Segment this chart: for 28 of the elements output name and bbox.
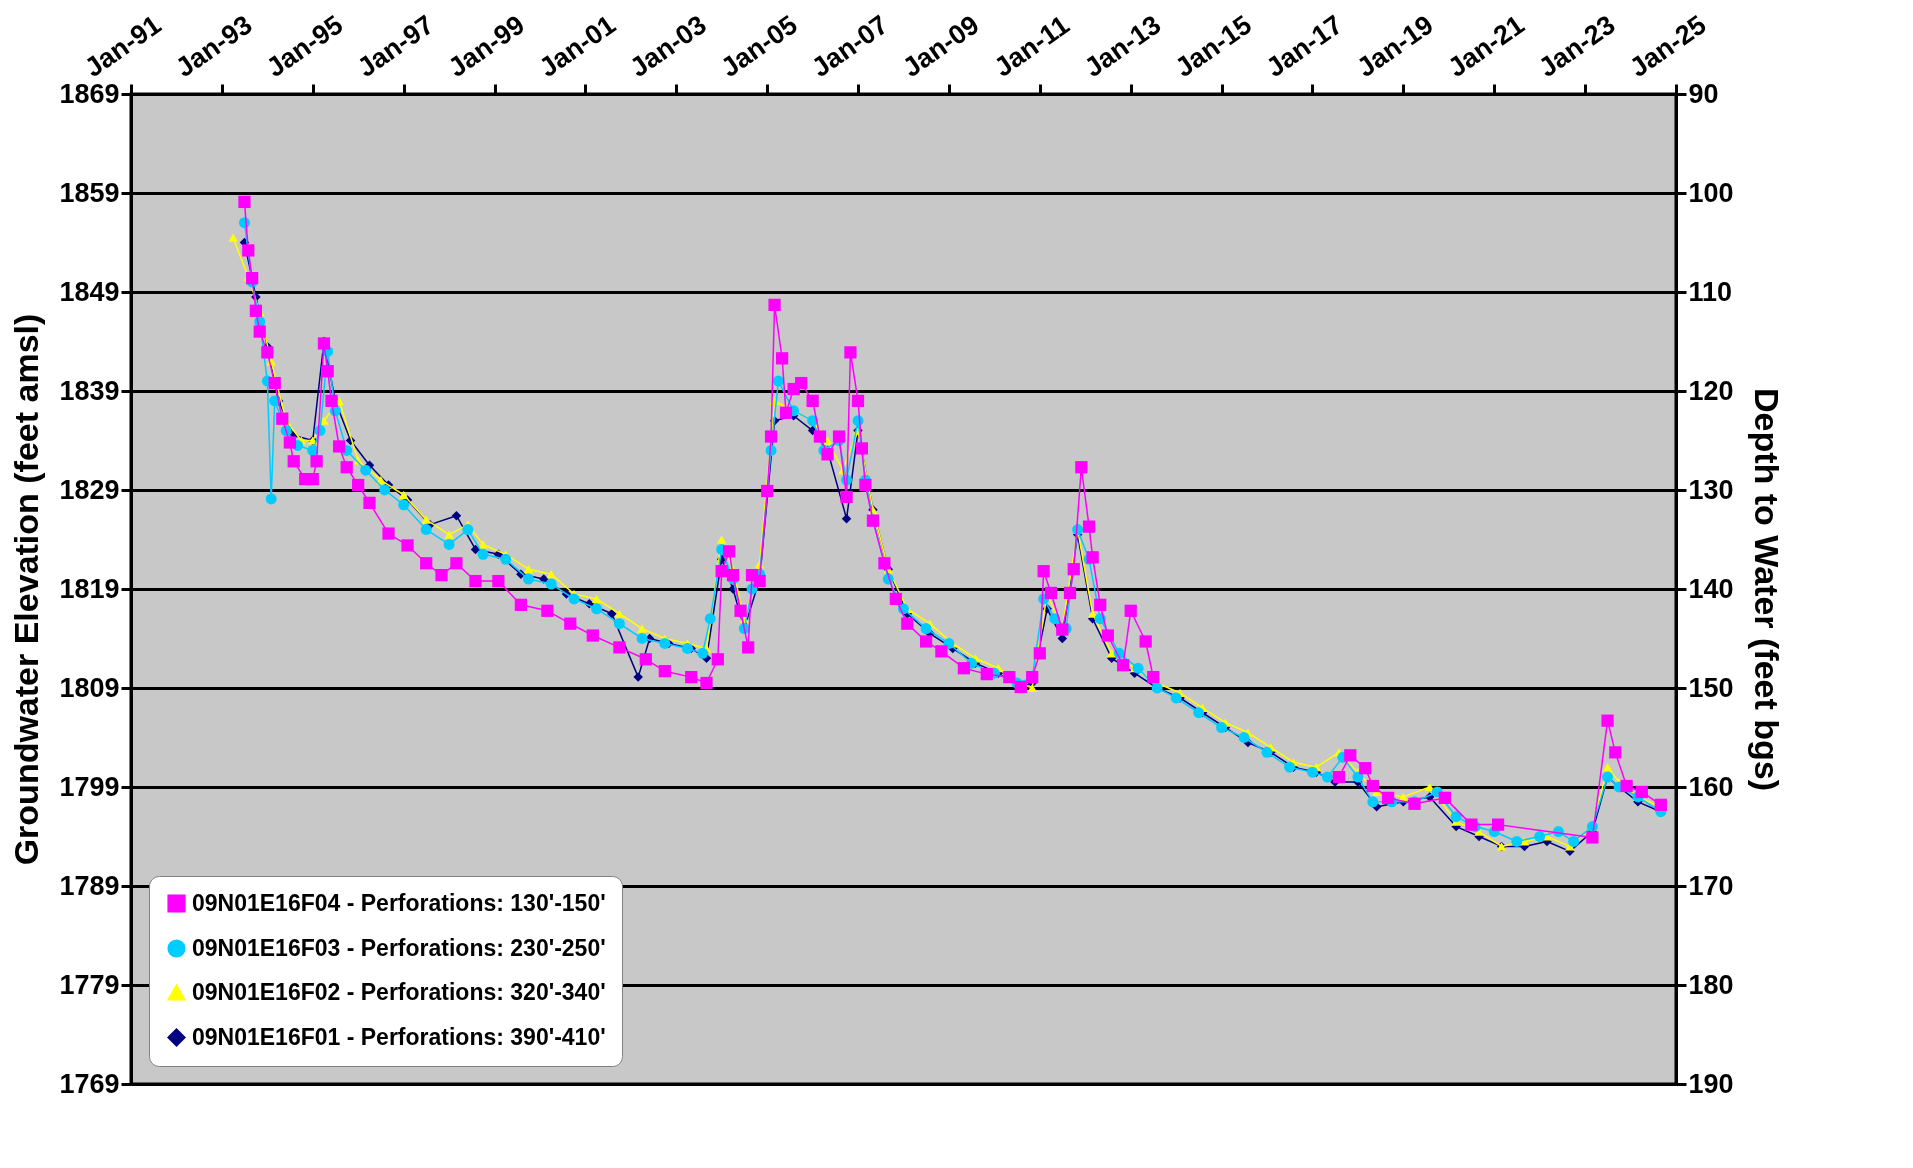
y-tick-label: 1869 [59,78,120,109]
y2-tick-label: 100 [1688,177,1734,208]
legend-label: 09N01E16F02 - Perforations: 320'-340' [192,978,606,1005]
y2-tick-label: 110 [1688,276,1733,307]
y-tick-label: 1809 [59,672,120,703]
y2-tick-label: 180 [1688,969,1734,1000]
y2-axis-title: Depth to Water (feet bgs) [1747,388,1786,791]
y2-tick-label: 120 [1688,375,1734,406]
y-axis-title: Groundwater Elevation (feet amsl) [7,313,46,866]
legend-label: 09N01E16F01 - Perforations: 390'-410' [192,1023,606,1050]
y-tick-label: 1839 [59,375,120,406]
y2-tick-label: 90 [1688,78,1719,109]
y-tick-label: 1789 [59,870,120,901]
y-tick-label: 1829 [59,474,120,505]
y-tick-label: 1799 [59,771,120,802]
y-tick-label: 1769 [59,1068,120,1099]
y-tick-label: 1849 [59,276,120,307]
legend-label: 09N01E16F03 - Perforations: 230'-250' [192,934,606,961]
y-tick-label: 1859 [59,177,120,208]
y2-tick-label: 130 [1688,474,1734,505]
y2-tick-label: 140 [1688,573,1734,604]
y2-tick-label: 170 [1688,870,1734,901]
legend-label: 09N01E16F04 - Perforations: 130'-150' [192,889,606,916]
y2-tick-label: 190 [1688,1068,1734,1099]
y2-tick-label: 160 [1688,771,1734,802]
y2-tick-label: 150 [1688,672,1734,703]
y-tick-label: 1819 [59,573,120,604]
y-tick-label: 1779 [59,969,120,1000]
